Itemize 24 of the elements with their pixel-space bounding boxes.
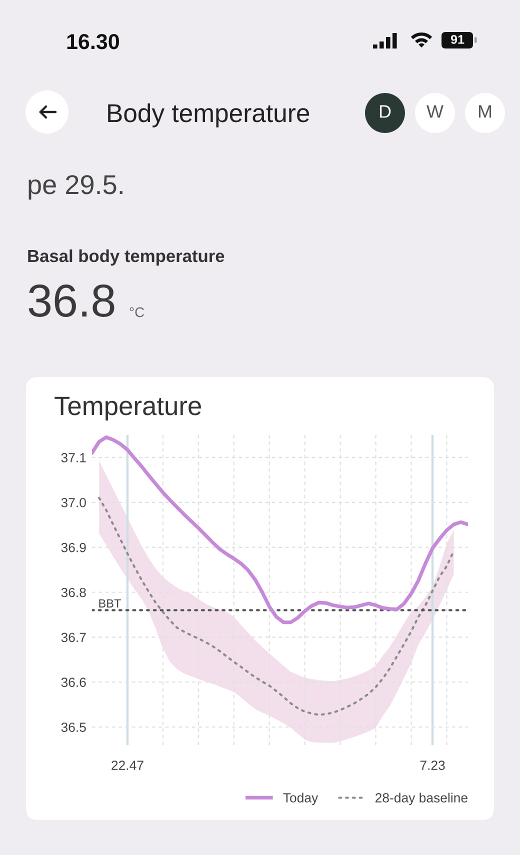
y-tick-label: 36.6 — [61, 678, 86, 688]
line-series — [98, 496, 455, 716]
text: 16.30 — [67, 34, 119, 50]
text: W — [426, 105, 444, 118]
ref-line-label: BBT — [99, 599, 121, 608]
legend-label: 28-day baseline — [376, 792, 468, 806]
y-tick-label: 36.5 — [61, 722, 86, 732]
y-tick-label: 36.9 — [61, 542, 86, 552]
chart-title: Temperature — [54, 396, 201, 420]
legend-label: Today — [283, 792, 318, 806]
text: °C — [130, 307, 144, 318]
y-tick-label: 37.0 — [61, 498, 86, 508]
x-tick-label: 22.47 — [112, 760, 144, 770]
text: Body temperature — [108, 103, 310, 128]
y-tick-label: 36.7 — [61, 632, 86, 642]
y-tick-label: 37.1 — [61, 453, 86, 462]
text: pe 29.5. — [28, 175, 122, 200]
text: M — [478, 105, 492, 118]
line-series — [92, 435, 468, 624]
x-tick-label: 7.23 — [420, 760, 445, 770]
text: D — [380, 105, 391, 118]
text: 91 — [450, 35, 464, 44]
text: Basal body temperature — [28, 249, 224, 266]
y-tick-label: 36.8 — [61, 588, 86, 598]
